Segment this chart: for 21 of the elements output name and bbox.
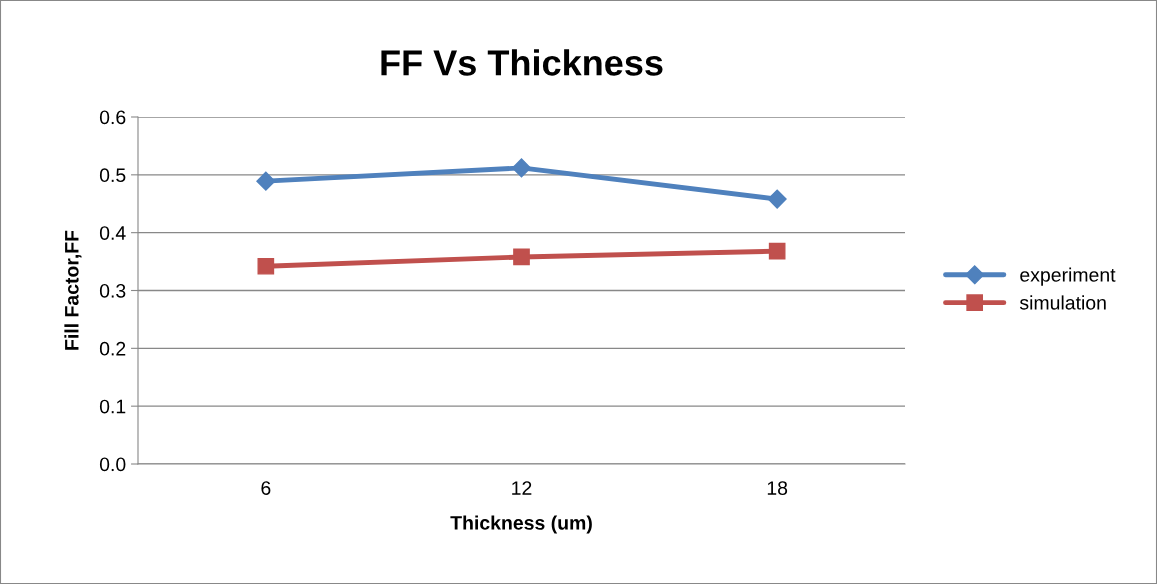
y-tick-label: 0.1 <box>99 399 126 414</box>
y-tick-label: 0.0 <box>99 457 126 472</box>
point <box>256 171 276 191</box>
point <box>513 248 530 266</box>
point <box>511 158 532 178</box>
chart-title: FF Vs Thickness <box>381 49 663 76</box>
y-tick-label: 0.4 <box>99 226 126 240</box>
y-tick-label: 0.5 <box>99 168 126 183</box>
legend-label: experiment <box>1020 267 1116 286</box>
y-axis-title: Fill Factor,FF <box>64 230 82 350</box>
x-tick-label: 6 <box>261 481 271 495</box>
x-axis-title: Thickness (um) <box>450 515 592 534</box>
point <box>768 242 786 260</box>
x-tick-label: 12 <box>512 481 532 495</box>
y-tick-label: 0.3 <box>99 283 126 298</box>
y-tick-label: 0.6 <box>99 110 126 125</box>
y-tick-label: 0.2 <box>99 341 126 356</box>
legend-label: simulation <box>1019 295 1106 310</box>
point <box>257 257 275 275</box>
x-tick-label: 18 <box>767 481 788 495</box>
point <box>767 189 787 209</box>
